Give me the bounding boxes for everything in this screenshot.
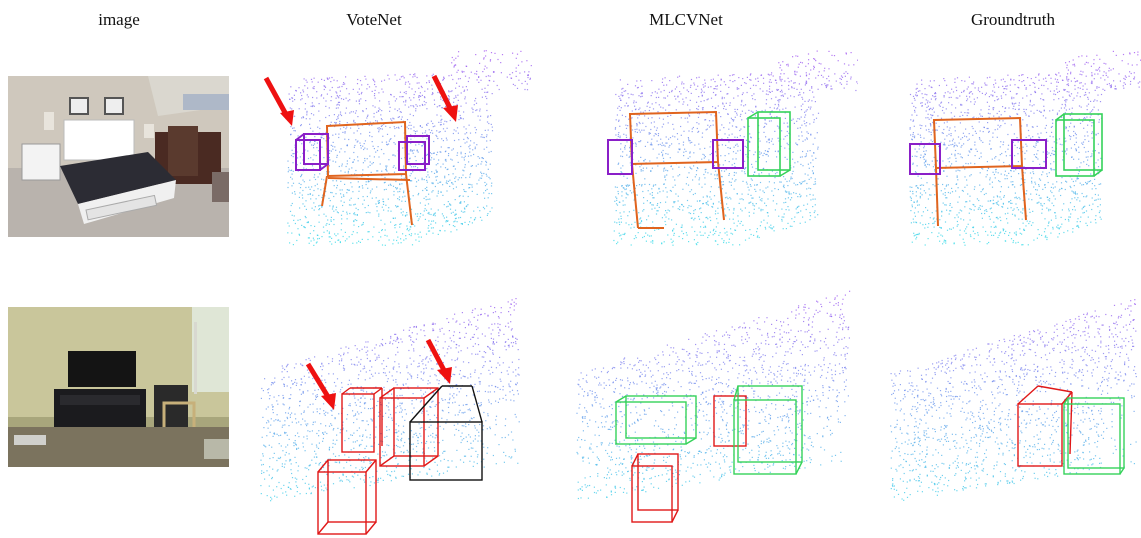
bbox-table-prediction bbox=[733, 385, 803, 475]
column-title-image: image bbox=[98, 10, 140, 29]
bbox-dresser bbox=[747, 111, 791, 177]
bbox-bed-groundtruth bbox=[932, 116, 1027, 227]
bbox-nightstand-left bbox=[295, 133, 329, 171]
pointcloud-mlcvnet-tv-room bbox=[574, 282, 854, 538]
column-title-mlcvnet: MLCVNet bbox=[649, 10, 723, 29]
pointcloud-groundtruth-bedroom bbox=[884, 50, 1141, 260]
pointcloud-votenet-tv-room bbox=[258, 282, 524, 538]
bbox-false-positive bbox=[631, 453, 679, 523]
bbox-tv-stand bbox=[615, 395, 697, 445]
missed-detection-arrow bbox=[431, 74, 458, 122]
bbox-nightstand-left bbox=[607, 139, 633, 175]
bbox-nightstand-right bbox=[712, 139, 744, 169]
photo-bedroom bbox=[8, 76, 229, 237]
pointcloud-votenet-bedroom bbox=[262, 50, 532, 260]
missed-detection-arrow bbox=[305, 362, 336, 410]
bbox-chair-prediction bbox=[713, 395, 747, 447]
column-title-votenet: VoteNet bbox=[346, 10, 402, 29]
bbox-nightstand-left bbox=[909, 143, 941, 175]
missed-detection-arrow bbox=[263, 76, 294, 126]
bbox-chair-groundtruth bbox=[1017, 385, 1073, 467]
bbox-nightstand-right bbox=[398, 135, 430, 171]
bbox-false-positive bbox=[341, 387, 383, 453]
missed-detection-arrow bbox=[425, 338, 452, 384]
pointcloud-groundtruth-tv-room bbox=[888, 282, 1141, 538]
bbox-nightstand-right bbox=[1011, 139, 1047, 169]
bbox-table-groundtruth bbox=[1063, 397, 1125, 475]
bbox-false-positive bbox=[317, 459, 377, 535]
column-title-groundtruth: Groundtruth bbox=[970, 10, 1056, 29]
bbox-bed-prediction bbox=[628, 110, 725, 229]
photo-tv-room bbox=[8, 307, 229, 467]
bbox-dresser bbox=[1055, 113, 1103, 177]
bbox-chair-prediction bbox=[409, 385, 483, 481]
pointcloud-mlcvnet-bedroom bbox=[588, 50, 858, 260]
bbox-table-prediction bbox=[379, 387, 439, 467]
